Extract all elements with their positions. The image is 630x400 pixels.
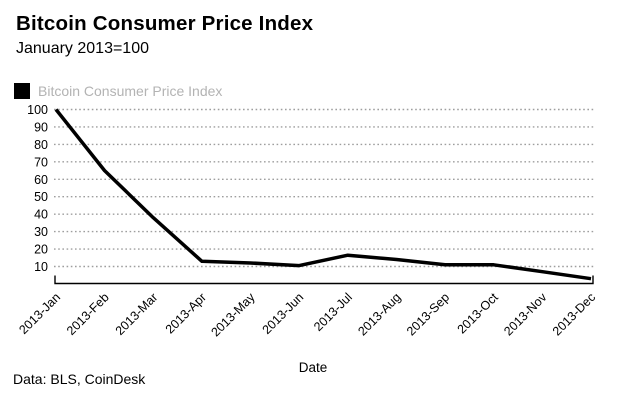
x-axis-line [54,275,594,285]
y-tick-label: 50 [34,190,48,204]
chart-subtitle: January 2013=100 [16,40,149,57]
legend-swatch-icon [14,83,30,99]
x-tick-label: 2013-Jun [260,290,307,337]
data-source-note: Data: BLS, CoinDesk [13,371,146,387]
x-tick-label: 2013-Jul [311,290,355,334]
legend: Bitcoin Consumer Price Index [14,83,222,99]
x-tick-label: 2013-Aug [355,290,403,338]
gridlines [54,108,594,268]
y-tick-label: 60 [34,173,48,187]
x-tick-label: 2013-Sep [404,290,452,338]
chart-title: Bitcoin Consumer Price Index [16,12,314,35]
x-tick-label: 2013-Oct [455,290,502,337]
price-line [54,108,592,281]
y-tick-label: 10 [34,260,48,274]
y-tick-label: 40 [34,208,48,222]
x-tick-label: 2013-Feb [64,290,112,338]
x-tick-label: 2013-Mar [113,290,161,338]
x-tick-label: 2013-Nov [501,290,550,339]
legend-label: Bitcoin Consumer Price Index [38,83,223,99]
x-axis-title: Date [298,360,328,375]
y-tick-label: 30 [34,225,48,239]
x-axis-tick-labels: 2013-Jan 2013-Feb 2013-Mar 2013-Apr 2013-May… [16,290,598,340]
y-tick-label: 90 [34,120,48,134]
y-axis-tick-labels: 10 20 30 40 50 60 70 80 90 100 [27,103,48,274]
y-tick-label: 80 [34,138,48,152]
y-tick-label: 20 [34,243,48,257]
x-tick-label: 2013-Apr [163,290,209,336]
y-tick-label: 70 [34,155,48,169]
x-tick-label: 2013-Dec [550,290,598,338]
y-tick-label: 100 [27,103,48,117]
x-tick-label: 2013-May [208,290,258,340]
x-tick-label: 2013-Jan [16,290,63,337]
